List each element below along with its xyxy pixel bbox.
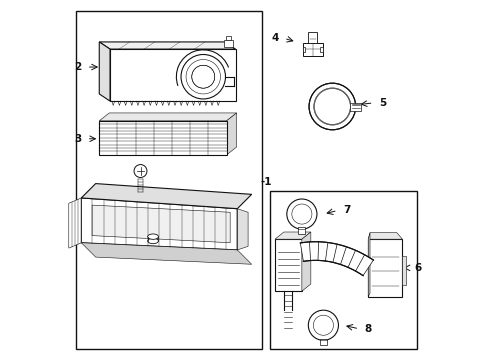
Bar — [302, 46, 305, 52]
Bar — [367, 239, 402, 297]
Bar — [349, 103, 360, 111]
Polygon shape — [99, 42, 110, 101]
Bar — [319, 338, 326, 345]
Text: 2: 2 — [74, 62, 81, 72]
Text: 6: 6 — [414, 263, 421, 273]
Circle shape — [191, 65, 214, 88]
Bar — [99, 121, 226, 155]
Polygon shape — [226, 113, 236, 155]
Polygon shape — [92, 205, 230, 243]
Text: 7: 7 — [343, 206, 350, 216]
Bar — [269, 191, 416, 348]
Bar — [274, 239, 301, 291]
Circle shape — [134, 165, 147, 177]
Polygon shape — [367, 233, 369, 297]
Bar — [225, 36, 230, 40]
Circle shape — [286, 199, 316, 229]
Bar — [298, 227, 305, 234]
Polygon shape — [99, 113, 236, 121]
Text: 5: 5 — [378, 98, 386, 108]
Polygon shape — [81, 198, 237, 250]
Bar — [308, 32, 316, 43]
Text: 4: 4 — [271, 33, 278, 43]
Polygon shape — [69, 198, 81, 248]
Circle shape — [308, 310, 338, 340]
Polygon shape — [274, 232, 310, 239]
Polygon shape — [367, 233, 402, 239]
Bar — [302, 43, 322, 56]
Polygon shape — [81, 184, 251, 209]
Text: 8: 8 — [364, 324, 371, 334]
Text: -1: -1 — [260, 177, 272, 187]
Polygon shape — [237, 209, 247, 250]
Bar — [224, 40, 232, 46]
Polygon shape — [301, 232, 310, 291]
Polygon shape — [300, 242, 373, 276]
Bar — [76, 12, 262, 348]
Polygon shape — [99, 42, 235, 49]
Bar — [319, 46, 322, 52]
Ellipse shape — [147, 234, 158, 239]
Text: 3: 3 — [74, 134, 81, 144]
Polygon shape — [81, 243, 251, 264]
Circle shape — [291, 204, 311, 224]
Circle shape — [308, 83, 355, 130]
Bar — [401, 256, 405, 285]
Circle shape — [313, 315, 333, 335]
Ellipse shape — [147, 238, 158, 244]
Polygon shape — [110, 49, 235, 101]
